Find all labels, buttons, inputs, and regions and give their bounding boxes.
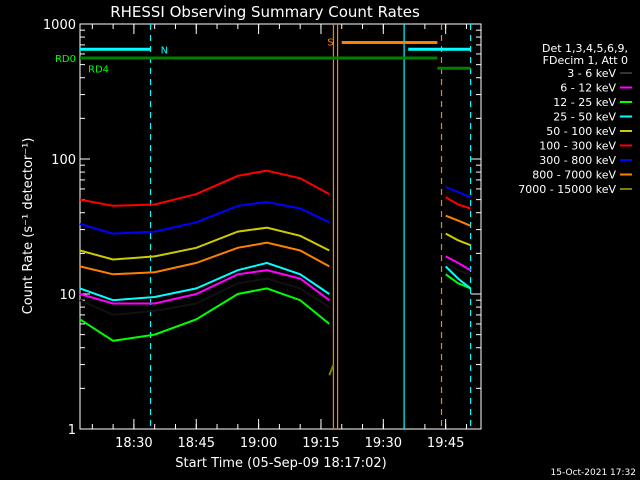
- y-tick-label: 10: [59, 288, 76, 303]
- timestamp: 15-Oct-2021 17:32: [551, 468, 636, 478]
- legend-entry-label: 7000 - 15000 keV: [518, 183, 616, 196]
- series-line: [79, 169, 330, 207]
- series-line: [79, 269, 330, 305]
- legend-entry-label: 3 - 6 keV: [567, 67, 616, 80]
- flag-label: RD0: [55, 54, 76, 65]
- series-line: [445, 255, 472, 272]
- legend-entry-label: 50 - 100 keV: [546, 125, 616, 138]
- plot-frame: [79, 23, 482, 430]
- legend-entry-label: 800 - 7000 keV: [532, 169, 616, 182]
- flag-label: N: [161, 45, 168, 56]
- y-tick-label: 100: [51, 153, 76, 168]
- series-line: [79, 261, 330, 302]
- x-tick-label: 18:30: [115, 436, 152, 451]
- legend-header: Det 1,3,4,5,6,9,: [542, 42, 628, 55]
- legend: Det 1,3,4,5,6,9,FDecim 1, Att 03 - 6 keV…: [518, 42, 632, 196]
- y-axis-label: Count Rate (s⁻¹ detector⁻¹): [21, 138, 36, 315]
- legend-entry-label: 100 - 300 keV: [539, 140, 616, 153]
- x-tick-label: 19:15: [302, 436, 339, 451]
- legend-entry-label: 6 - 12 keV: [560, 82, 616, 95]
- series-line: [444, 265, 472, 290]
- series-line: [445, 262, 471, 276]
- series-line: [445, 186, 471, 199]
- x-tick-label: 19:00: [240, 436, 277, 451]
- status-flags: N S RD0 RD4: [55, 37, 471, 75]
- series-line: [328, 364, 335, 376]
- series-line: [79, 200, 330, 235]
- chart-title: RHESSI Observing Summary Count Rates: [110, 3, 420, 21]
- series-line: [79, 277, 330, 316]
- series-line: [79, 287, 330, 342]
- y-tick-label: 1000: [43, 18, 76, 33]
- series-line: [445, 196, 471, 210]
- legend-header: FDecim 1, Att 0: [543, 54, 628, 67]
- vertical-markers: [149, 24, 472, 429]
- series-line: [79, 226, 330, 261]
- series-line: [445, 273, 471, 290]
- y-tick-label: 1: [68, 423, 76, 438]
- flag-label: S: [327, 37, 333, 48]
- legend-entry-label: 12 - 25 keV: [553, 96, 616, 109]
- x-tick-label: 18:45: [178, 436, 215, 451]
- x-tick-label: 19:45: [427, 436, 464, 451]
- series-line: [445, 214, 471, 227]
- flag-label: RD4: [88, 64, 109, 75]
- series-line: [79, 241, 330, 276]
- x-tick-label: 19:30: [365, 436, 402, 451]
- x-axis-label: Start Time (05-Sep-09 18:17:02): [175, 456, 386, 471]
- series-line: [445, 232, 471, 247]
- legend-entry-label: 300 - 800 keV: [539, 154, 616, 167]
- legend-entry-label: 25 - 50 keV: [553, 111, 616, 124]
- data-series: [79, 169, 472, 376]
